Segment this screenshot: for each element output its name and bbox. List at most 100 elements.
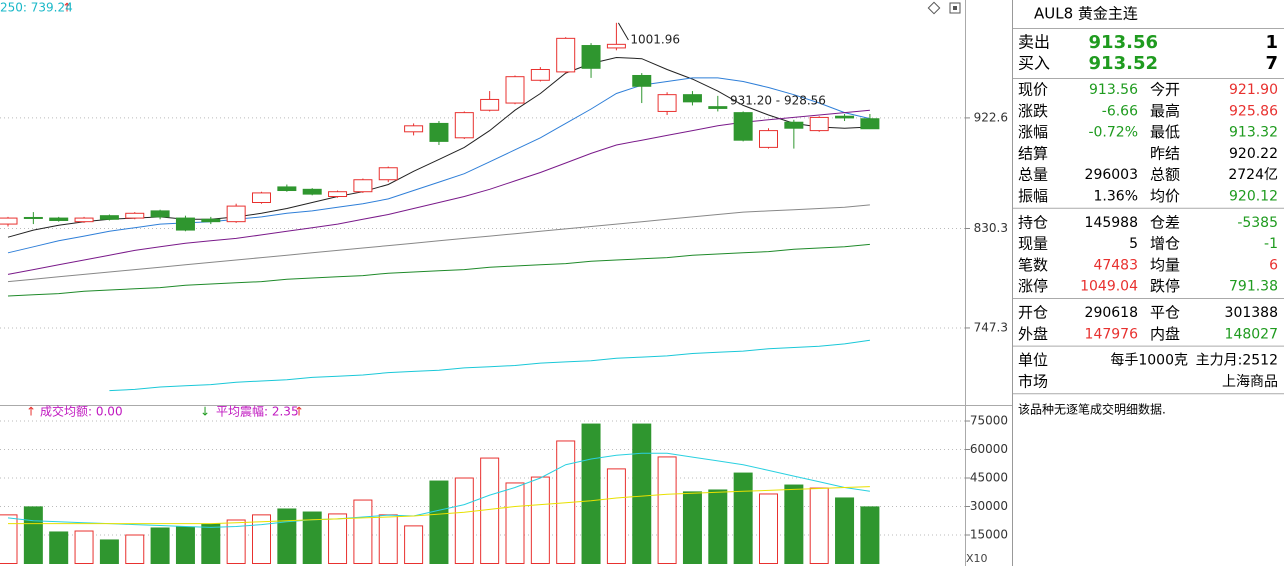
field-value: -1 xyxy=(1264,236,1278,252)
volume-bar xyxy=(302,511,322,565)
volume-bar xyxy=(480,457,500,565)
candle-body xyxy=(454,112,474,139)
ma-legend: 250: 739.24 xyxy=(0,1,73,15)
field-value: 921.90 xyxy=(1229,82,1278,98)
field-label: 涨停 xyxy=(1018,277,1048,295)
field-value: 296003 xyxy=(1085,167,1138,183)
info-value: 上海商品 xyxy=(1222,374,1278,390)
y-tick-label: 60000 xyxy=(970,442,1008,456)
candle-body xyxy=(809,116,829,132)
volume-bar xyxy=(581,423,601,564)
candle-body xyxy=(378,167,398,181)
candle-body xyxy=(201,218,221,223)
field-value: 145988 xyxy=(1085,215,1138,231)
volume-bar xyxy=(49,531,69,565)
candle-body xyxy=(0,217,18,225)
volume-bar xyxy=(809,487,829,565)
field-label: 涨跌 xyxy=(1018,102,1048,120)
candle-body xyxy=(835,115,855,119)
volume-bar xyxy=(226,519,246,564)
volume-ma-line xyxy=(8,486,870,525)
candle-body xyxy=(733,112,753,141)
candle-body xyxy=(175,217,195,231)
candle-body xyxy=(429,122,449,142)
candle-body xyxy=(784,121,804,129)
field-value: -6.66 xyxy=(1102,103,1138,119)
candle-body xyxy=(302,188,322,195)
field-label: 增仓 xyxy=(1150,235,1180,253)
field-value: 148027 xyxy=(1225,326,1278,342)
y-tick-label: 830.3 xyxy=(974,221,1008,235)
quote-price: 913.52 xyxy=(1089,53,1158,74)
quote-label: 卖出 xyxy=(1018,33,1050,52)
field-value: -0.72% xyxy=(1088,125,1138,141)
volume-bar xyxy=(606,468,626,565)
volume-bar xyxy=(835,497,855,564)
field-value: 920.12 xyxy=(1229,189,1278,205)
candle-body xyxy=(99,215,119,220)
volume-bar xyxy=(404,525,424,564)
ma-line xyxy=(109,339,870,392)
field-value: 925.86 xyxy=(1229,103,1278,119)
volume-ma-line xyxy=(7,452,870,528)
field-value: 290618 xyxy=(1085,305,1138,321)
y-tick-label: 75000 xyxy=(970,414,1008,428)
ma-line xyxy=(7,109,870,275)
field-label: 持仓 xyxy=(1018,213,1048,231)
field-value: 920.22 xyxy=(1229,146,1278,162)
y-tick-label: 30000 xyxy=(970,499,1008,513)
annotation-pointer xyxy=(617,22,629,41)
y-tick-label: 922.6 xyxy=(974,110,1008,124)
candle-body xyxy=(682,94,702,103)
field-value: 791.38 xyxy=(1229,279,1278,295)
field-label: 笔数 xyxy=(1018,256,1048,274)
field-label: 最低 xyxy=(1150,123,1180,141)
field-label: 内盘 xyxy=(1150,325,1180,343)
field-value: 6 xyxy=(1269,257,1278,273)
y-tick-label: 15000 xyxy=(970,528,1008,542)
info-value: 主力月:2512 xyxy=(1196,353,1278,369)
candle-body xyxy=(581,45,601,69)
candle-body xyxy=(708,106,728,109)
info-label: 市场 xyxy=(1018,372,1048,390)
field-value: 913.56 xyxy=(1089,82,1138,98)
diamond-icon[interactable] xyxy=(927,1,941,15)
candle-body xyxy=(404,125,424,133)
candle-body xyxy=(632,74,652,87)
field-label: 均量 xyxy=(1150,256,1180,274)
axis-note: X10 xyxy=(966,552,988,565)
arrow-up: ↑ xyxy=(294,405,304,419)
volume-bar xyxy=(99,539,119,564)
candle-body xyxy=(657,94,677,112)
field-value: 301388 xyxy=(1225,305,1278,321)
candle-body xyxy=(353,179,373,193)
field-label: 今开 xyxy=(1150,81,1180,99)
volume-bar xyxy=(784,484,804,564)
window-icon[interactable] xyxy=(949,2,961,14)
field-value: 147976 xyxy=(1085,326,1139,342)
field-value: 5 xyxy=(1129,236,1138,252)
volume-bar xyxy=(201,523,221,565)
volume-bar xyxy=(378,514,398,564)
field-label: 昨结 xyxy=(1150,144,1180,162)
field-value: -5385 xyxy=(1237,215,1278,231)
y-tick-label: 45000 xyxy=(970,471,1008,485)
volume-bar xyxy=(74,530,94,564)
field-value: 913.32 xyxy=(1229,125,1278,141)
candle-body xyxy=(150,210,170,218)
volume-bar xyxy=(175,526,195,565)
field-label: 跌停 xyxy=(1150,277,1180,295)
volume-bar xyxy=(0,514,18,564)
field-label: 振幅 xyxy=(1018,187,1048,205)
field-value: 1049.04 xyxy=(1080,279,1138,295)
field-label: 平仓 xyxy=(1150,304,1180,322)
candle-body xyxy=(556,37,576,73)
candle-body xyxy=(328,191,348,198)
field-label: 涨幅 xyxy=(1018,123,1048,141)
field-value: 2724亿 xyxy=(1228,167,1278,183)
quote-volume: 7 xyxy=(1265,53,1278,74)
arrow-down: ↓ xyxy=(200,405,210,419)
volume-bar xyxy=(632,423,652,564)
